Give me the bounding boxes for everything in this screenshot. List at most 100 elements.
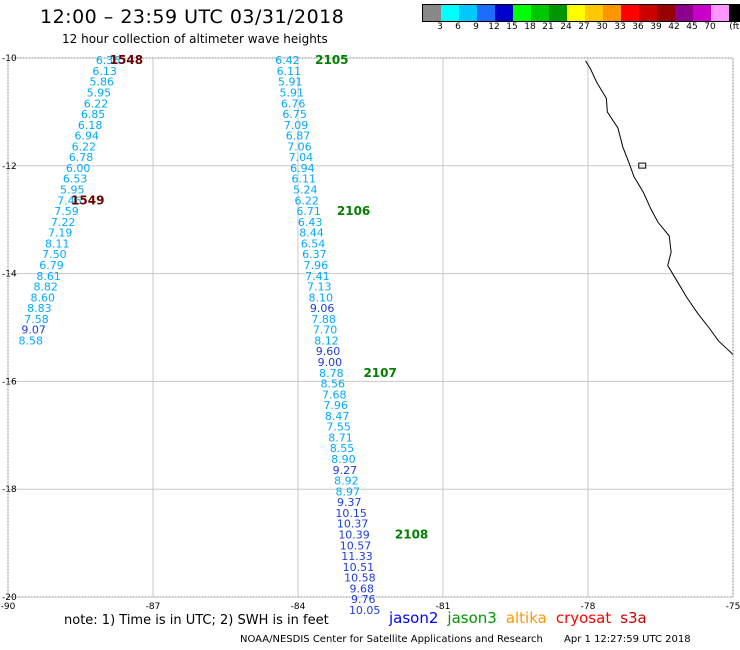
color-scale-label: 18 [524,22,536,32]
color-scale-label: 39 [650,22,662,32]
swh-value: 8.44 [299,227,324,240]
color-swatch [585,5,603,21]
swh-value: 6.11 [277,65,302,78]
swh-value: 6.85 [81,108,106,121]
color-scale-label: 15 [506,22,518,32]
pass-number-label: 2107 [363,366,396,380]
color-scale-label: 42 [668,22,680,32]
lon-tick-label: -75 [726,602,740,612]
color-swatch [423,5,441,21]
swh-value: 6.54 [301,237,326,250]
pass-number-label: 1549 [71,193,104,207]
swh-value: 6.94 [75,130,100,143]
lat-tick-label: -14 [2,270,17,280]
swh-value: 10.57 [340,539,372,552]
swh-value: 10.39 [338,528,370,541]
swh-value: 8.47 [325,410,350,423]
swh-value: 7.46 [57,194,82,207]
color-scale-label: 3 [437,22,443,32]
legend-cryosat: cryosat [555,609,612,627]
pass-number-label: 2106 [337,204,370,218]
swh-value: 6.18 [78,119,103,132]
color-scale-label: 70 [704,22,716,32]
color-swatch [495,5,513,21]
swh-value: 7.96 [304,259,329,272]
swh-value: 5.95 [87,86,112,99]
swh-value: 8.56 [321,378,346,391]
lat-tick-label: -12 [2,162,17,172]
timestamp: Apr 1 12:27:59 UTC 2018 [564,634,691,645]
swh-value: 5.91 [279,86,304,99]
map-border [7,57,734,598]
color-swatch [603,5,621,21]
swh-value: 10.15 [335,507,367,520]
swh-value: 5.86 [90,76,115,89]
swh-value: 6.71 [296,205,321,218]
page-title: 12:00 – 23:59 UTC 03/31/2018 [40,6,345,28]
lon-tick-label: -81 [436,602,451,612]
swh-value: 8.90 [331,453,356,466]
swh-value: 10.37 [337,518,369,531]
swh-value: 8.92 [334,475,359,488]
lon-tick-label: -84 [291,602,306,612]
swh-value: 6.13 [92,65,117,78]
swh-value: 9.37 [337,496,362,509]
swh-value: 10.51 [343,561,375,574]
color-swatch [621,5,639,21]
lat-tick-label: -20 [2,593,17,603]
color-scale-label: 27 [578,22,590,32]
swh-value: 10.05 [349,604,381,617]
swh-value: 8.11 [45,237,70,250]
color-scale-label: 6 [455,22,461,32]
swh-value: 7.13 [307,281,332,294]
color-scale-label: 30 [596,22,608,32]
swh-value: 8.71 [328,431,353,444]
swh-value: 8.97 [336,485,361,498]
swh-value: 8.83 [27,302,52,315]
swh-value: 5.95 [60,184,85,197]
color-scale-label: 21 [542,22,554,32]
island-outline [638,162,647,169]
swh-value: 6.42 [275,54,300,67]
color-swatch [513,5,531,21]
color-swatch [459,5,477,21]
color-swatch [549,5,567,21]
swh-value: 6.11 [292,173,317,186]
swh-value: 6.22 [294,194,319,207]
swh-value: 9.06 [310,302,335,315]
swh-value: 8.10 [308,291,333,304]
swh-value: 8.55 [330,442,355,455]
color-scale-label: 12 [488,22,500,32]
swh-value: 6.22 [84,97,109,110]
color-swatch [693,5,711,21]
swh-value: 6.94 [290,162,315,175]
lon-tick-label: -90 [1,602,16,612]
swh-value: 7.22 [51,216,76,229]
legend-jason2: jason2 [389,609,439,627]
color-swatch [567,5,585,21]
pass-number-label: 2105 [315,53,348,67]
color-swatch [441,5,459,21]
swh-value: 8.82 [33,281,58,294]
swh-value: 6.87 [286,130,311,143]
swh-value: 7.88 [311,313,336,326]
swh-value: 6.36 [96,54,121,67]
swh-value: 8.61 [36,270,61,283]
satellite-legend: jason2 jason3 altika cryosat s3a [389,609,656,627]
swh-value: 8.12 [314,334,339,347]
swh-value: 8.78 [319,367,344,380]
swh-value: 7.09 [284,119,309,132]
credit-line: NOAA/NESDIS Center for Satellite Applica… [240,634,691,645]
color-swatch [711,5,729,21]
swh-value: 7.96 [323,399,348,412]
swh-value: 7.19 [48,227,73,240]
lat-tick-label: -10 [2,54,17,64]
swh-value: 9.60 [316,345,341,358]
color-swatch [729,5,740,21]
swh-value: 7.04 [289,151,314,164]
swh-value: 8.58 [18,334,43,347]
color-swatch [639,5,657,21]
swh-value: 9.68 [350,582,375,595]
color-swatch [477,5,495,21]
